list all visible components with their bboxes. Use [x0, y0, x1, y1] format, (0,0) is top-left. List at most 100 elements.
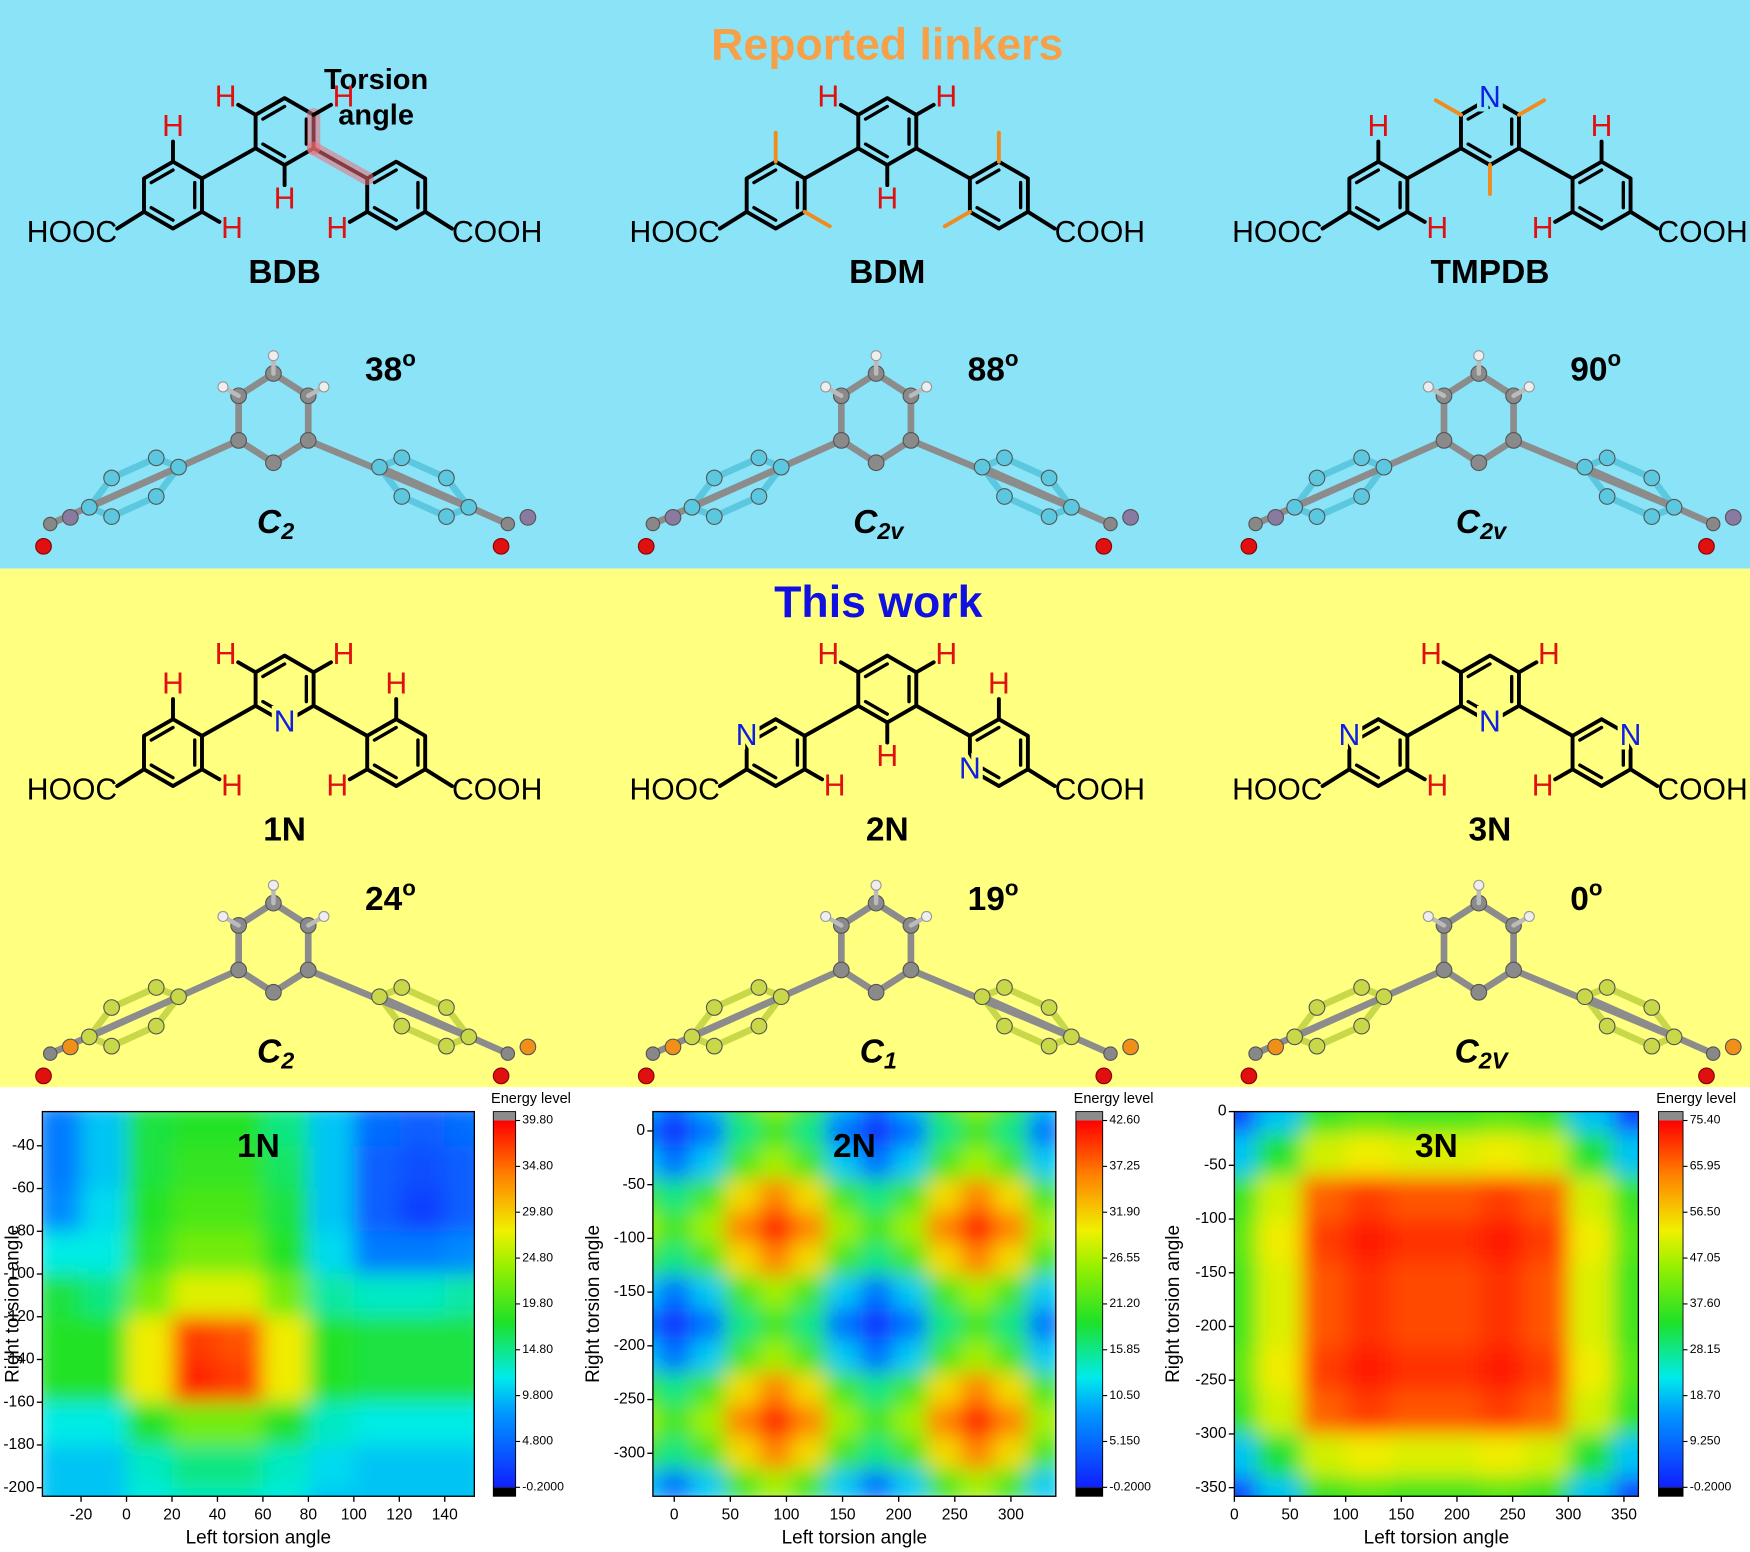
double-bond	[975, 725, 1001, 742]
colorbar-title: Energy level	[1074, 1091, 1154, 1107]
atom-label: H	[162, 110, 184, 143]
cell	[724, 1372, 759, 1406]
cell	[792, 1111, 827, 1116]
colorbar-tick-label: 9.250	[1690, 1434, 1721, 1448]
cell	[792, 1340, 827, 1374]
cell	[960, 1437, 995, 1470]
oxygen-ball	[492, 1067, 510, 1085]
cell	[792, 1114, 827, 1148]
section-title: Reported linkers	[711, 21, 1063, 70]
oxygen-ball	[1122, 1038, 1139, 1056]
atom-ball	[80, 498, 98, 516]
atom-ball	[460, 1028, 478, 1046]
cell	[1256, 1304, 1302, 1349]
atom-label: H	[1532, 770, 1554, 803]
cell	[825, 1243, 860, 1277]
cell	[926, 1179, 961, 1213]
colorbar-tick-label: 21.20	[1109, 1296, 1140, 1310]
cell	[1568, 1390, 1614, 1435]
cell	[859, 1243, 894, 1277]
atom-label: H	[326, 212, 348, 245]
bond	[311, 660, 333, 675]
cell	[724, 1437, 759, 1470]
atom-ball	[217, 381, 229, 393]
cell	[1301, 1304, 1347, 1349]
atom-ball	[750, 1017, 768, 1035]
cell	[1390, 1433, 1436, 1478]
bond	[914, 102, 936, 117]
group-label: COOH	[1055, 774, 1145, 807]
cell	[893, 1308, 928, 1342]
cell	[926, 1111, 961, 1116]
atom-ball	[230, 432, 248, 449]
cell	[758, 1340, 793, 1374]
colorbar-tick-label: 56.50	[1690, 1204, 1721, 1218]
cell	[1479, 1433, 1525, 1478]
cell	[126, 1444, 173, 1489]
cell	[1479, 1219, 1525, 1263]
cell	[308, 1274, 355, 1318]
heatmap	[42, 1111, 475, 1497]
y-axis-label: Right torsion angle	[1163, 1225, 1184, 1383]
atom-label: H	[1538, 638, 1560, 671]
atom-label: N	[274, 706, 296, 739]
double-bond	[975, 763, 1001, 780]
torsion-unit: o	[1608, 346, 1622, 371]
atom-ball	[1353, 449, 1370, 467]
atom-ball	[683, 498, 701, 516]
double-bond	[975, 205, 1001, 222]
cell	[825, 1179, 860, 1213]
double-bond	[1354, 763, 1381, 780]
cell	[724, 1211, 759, 1245]
y-tick-label: -80	[12, 1222, 35, 1239]
colorbar-tick-label: 15.85	[1109, 1342, 1140, 1356]
cell	[1523, 1390, 1569, 1435]
cell	[262, 1402, 309, 1446]
y-tick-label: 0	[1218, 1103, 1227, 1120]
plot-area	[42, 1111, 475, 1497]
cell	[657, 1114, 692, 1148]
double-bond	[1578, 205, 1604, 222]
atom-ball	[996, 449, 1013, 467]
atom-ball	[902, 432, 920, 449]
oxygen-ball	[61, 1038, 79, 1056]
cell	[960, 1469, 995, 1497]
atom-label: H	[935, 81, 957, 114]
oxygen-ball	[1240, 537, 1258, 555]
cell	[652, 1147, 658, 1180]
cell	[960, 1114, 995, 1148]
bond	[914, 703, 972, 738]
cell	[1301, 1133, 1347, 1177]
double-bond	[261, 104, 287, 121]
cell	[724, 1340, 759, 1374]
cell	[399, 1188, 446, 1232]
cell	[1523, 1176, 1569, 1220]
cell	[994, 1114, 1029, 1148]
torsion-angle: 90o	[1570, 346, 1621, 388]
cell	[960, 1275, 995, 1309]
cell	[893, 1179, 928, 1213]
cell	[1345, 1390, 1391, 1435]
cell	[825, 1372, 860, 1406]
bond	[838, 660, 861, 675]
cell	[792, 1179, 827, 1213]
cell	[171, 1359, 219, 1403]
oxygen-ball	[637, 537, 655, 555]
cell	[262, 1145, 309, 1190]
oxygen-ball	[1095, 537, 1113, 555]
cell	[652, 1437, 658, 1470]
cell	[758, 1114, 793, 1148]
cell	[893, 1211, 928, 1245]
cell	[657, 1179, 692, 1213]
cell	[1027, 1211, 1056, 1245]
atom-ball	[170, 988, 187, 1006]
double-bond	[149, 763, 175, 780]
cell	[691, 1437, 726, 1470]
atom-label: N	[736, 719, 758, 752]
double-bond	[372, 763, 398, 780]
y-tick-label: -200	[614, 1337, 646, 1354]
point-group: C2	[257, 1033, 294, 1073]
atom-ball	[460, 498, 478, 516]
colorbar-top-cap	[1658, 1111, 1684, 1121]
